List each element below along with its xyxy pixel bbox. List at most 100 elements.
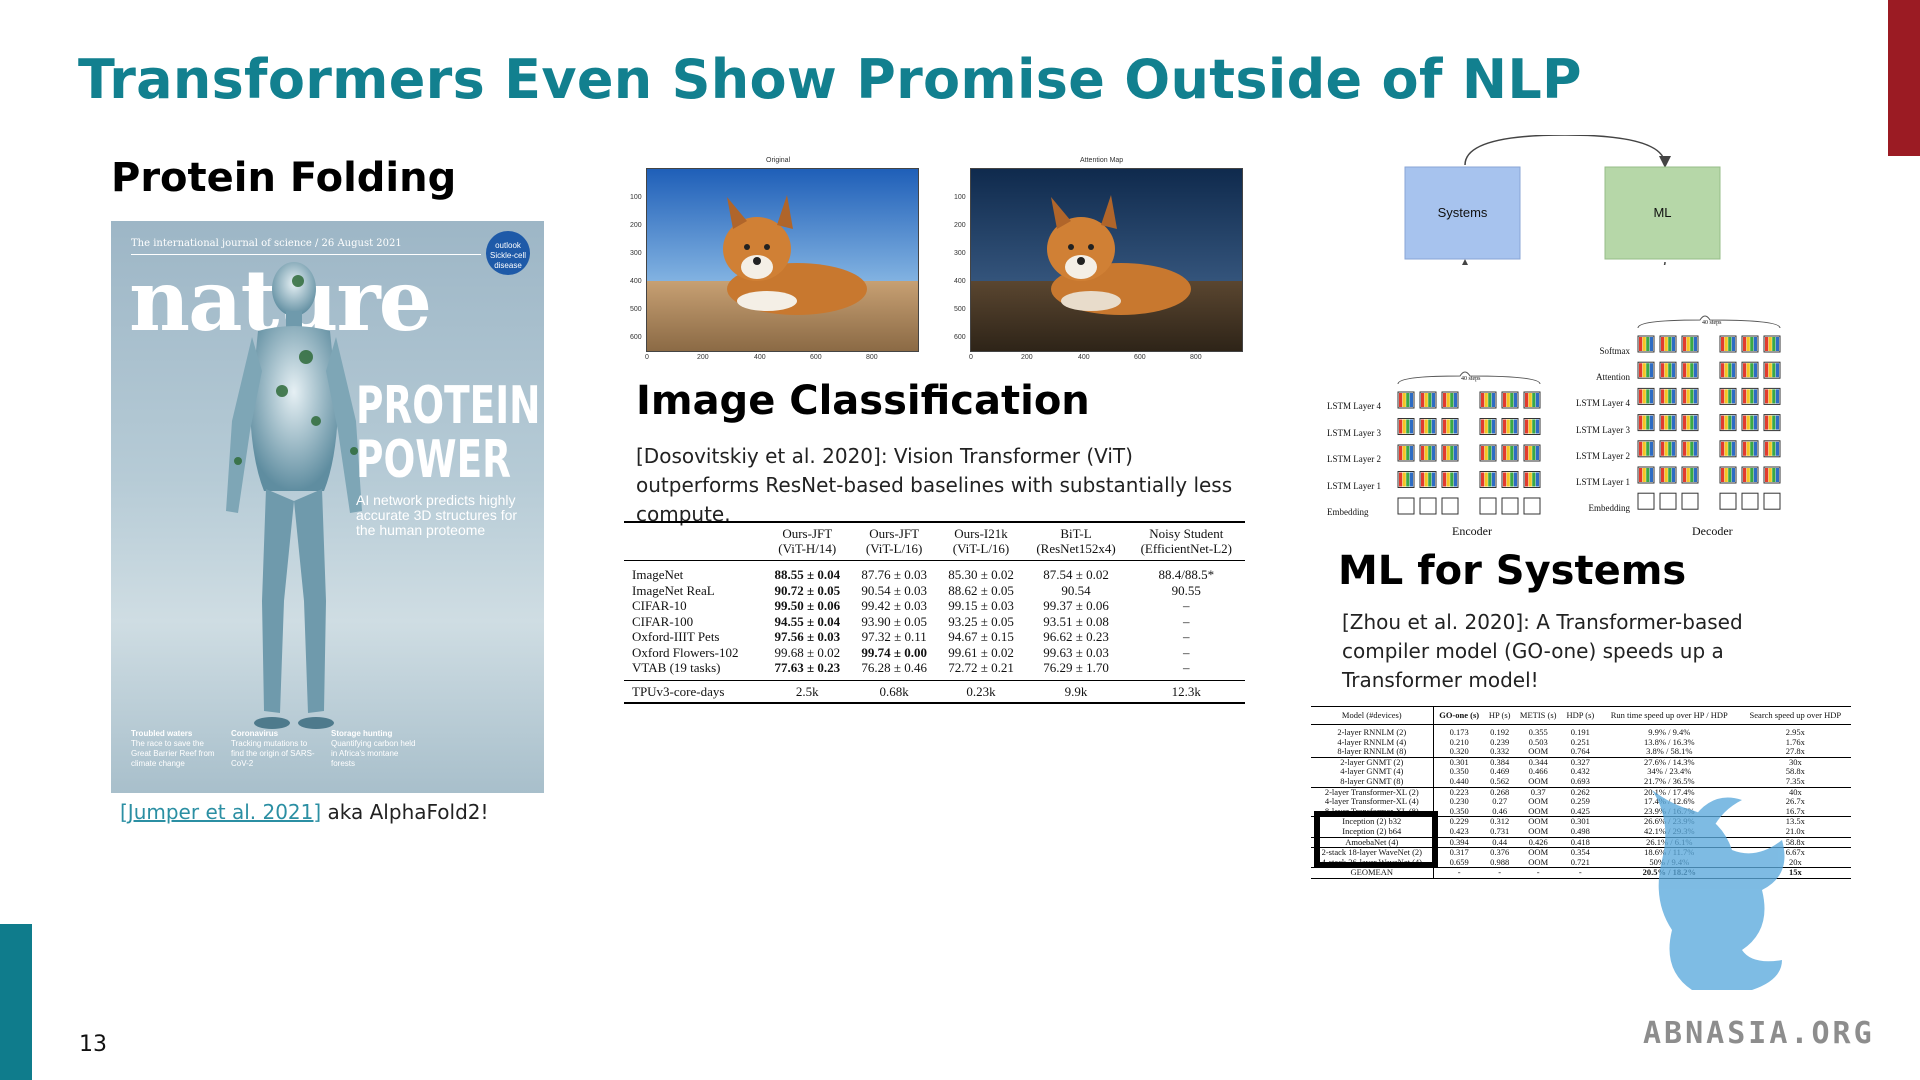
table-cell: 8-layer GNMT (8) xyxy=(1311,776,1434,788)
table-cell: 0.317 xyxy=(1433,847,1485,858)
table-cell: 0.466 xyxy=(1528,766,1548,777)
decoder-layer-label: Embedding xyxy=(1588,503,1631,514)
table-cell: 99.68 ± 0.02 xyxy=(774,644,841,660)
lstm-cell xyxy=(1719,335,1737,353)
table-cell: 99.50 ± 0.06 xyxy=(774,598,841,613)
table-cell: 0.327 xyxy=(1561,756,1599,768)
lstm-cell xyxy=(1637,466,1655,484)
x-tick: 800 xyxy=(866,354,878,361)
table-cell: 76.28 ± 0.46 xyxy=(861,660,927,675)
table-cell: 0.259 xyxy=(1570,796,1590,807)
embedding-cell xyxy=(1637,492,1655,510)
lstm-cell xyxy=(1637,414,1655,432)
encoder-layer-labels: LSTM Layer 4 LSTM Layer 3 LSTM Layer 2 L… xyxy=(1327,393,1381,526)
table-cell: 0.320 xyxy=(1449,746,1469,757)
encoder-steps-brace xyxy=(1397,371,1541,385)
decoder-layer-label: Softmax xyxy=(1599,346,1631,356)
table-cell: 0.693 xyxy=(1570,775,1590,786)
lstm-cell xyxy=(1501,391,1519,409)
table-header-cell: METIS (s) xyxy=(1514,706,1562,725)
lstm-cell xyxy=(1419,471,1437,488)
lstm-cell xyxy=(1523,444,1541,462)
table-cell: - xyxy=(1514,867,1562,879)
table-header-cell: Model (#devices) xyxy=(1311,706,1434,725)
table-header-cell: Ours-JFT (ViT-L/16) xyxy=(850,522,938,561)
table-cell: 0.251 xyxy=(1570,736,1590,747)
ml-box-label: ML xyxy=(1653,205,1672,220)
cover-footer-text: Quantifying carbon held in Africa's mont… xyxy=(331,739,416,768)
lstm-cell xyxy=(1523,471,1541,488)
table-cell: 12.3k xyxy=(1127,679,1245,703)
systems-ml-cycle-diagram xyxy=(1404,135,1721,265)
table-cell: 2-layer Transformer-XL (2) xyxy=(1311,786,1434,798)
table-cell: 0.498 xyxy=(1570,825,1590,836)
table-cell: 0.562 xyxy=(1490,775,1510,786)
cover-footer-title: Troubled waters xyxy=(131,729,193,738)
table-cell: – xyxy=(1183,660,1190,675)
y-tick: 500 xyxy=(954,306,966,313)
embedding-cell xyxy=(1523,497,1541,515)
table-cell: 0.301 xyxy=(1561,816,1599,827)
table-row: Oxford Flowers-102 99.68 ± 0.02 99.74 ± 0.… xyxy=(624,645,1245,661)
lstm-cell xyxy=(1501,444,1519,462)
lstm-cell xyxy=(1479,418,1497,435)
lstm-cell xyxy=(1501,418,1519,435)
table-cell: 90.72 ± 0.05 xyxy=(774,582,841,598)
table-row: VTAB (19 tasks) 77.63 ± 0.23 76.28 ± 0.46 7… xyxy=(624,660,1245,680)
table-cell: 90.54 xyxy=(1061,582,1091,598)
lstm-cell xyxy=(1763,335,1781,353)
x-tick: 400 xyxy=(1078,354,1090,361)
encoder-layer-label: LSTM Layer 2 xyxy=(1327,454,1381,464)
table-cell: 0.344 xyxy=(1514,756,1562,768)
cover-footer-item: Storage hunting Quantifying carbon held … xyxy=(331,729,421,769)
decoder-layer-label: LSTM Layer 1 xyxy=(1576,477,1630,488)
table-row: ImageNet ReaL 90.72 ± 0.05 90.54 ± 0.03 88.… xyxy=(624,583,1245,599)
row-label: ImageNet ReaL xyxy=(632,582,715,598)
cover-badge: outlook Sickle-cell disease xyxy=(486,231,530,275)
column-subname: (ViT-L/16) xyxy=(952,541,1010,556)
lstm-cell xyxy=(1419,444,1437,462)
watermark-text: ABNASIA.ORG xyxy=(1643,1016,1875,1051)
lstm-cell xyxy=(1659,335,1677,353)
embedding-cell xyxy=(1419,497,1437,515)
table-cell: 0.355 xyxy=(1528,727,1548,737)
table-cell: 0.173 xyxy=(1449,727,1469,737)
table-cell: 72.72 ± 0.21 xyxy=(948,660,1014,675)
table-cell: 0.210 xyxy=(1449,736,1469,747)
embedding-cell xyxy=(1479,497,1497,515)
jumper-citation-link[interactable]: [Jumper et al. 2021] xyxy=(120,800,322,824)
table-footer-row: TPUv3-core-days 2.5k 0.68k 0.23k 9.9k 12… xyxy=(624,679,1245,703)
table-header-row: Model (#devices) GO-one (s) HP (s) METIS… xyxy=(1311,706,1851,725)
table-cell: 87.76 ± 0.03 xyxy=(861,567,927,582)
table-row: ImageNet 88.55 ± 0.04 87.76 ± 0.03 85.30 ± … xyxy=(624,561,1245,583)
table-cell: 0.418 xyxy=(1561,836,1599,848)
lstm-cell xyxy=(1719,387,1737,405)
table-cell: 97.32 ± 0.11 xyxy=(861,629,927,644)
table-cell: 99.15 ± 0.03 xyxy=(948,598,1014,613)
lstm-cell xyxy=(1479,471,1497,488)
table-cell: 58.8x xyxy=(1785,766,1805,777)
table-cell: 85.30 ± 0.02 xyxy=(948,567,1014,582)
table-cell: 20x xyxy=(1788,856,1802,867)
table-cell: 0.425 xyxy=(1570,805,1590,816)
lstm-cell xyxy=(1397,418,1415,435)
x-tick: 800 xyxy=(1190,354,1202,361)
table-header-cell: Run time speed up over HP / HDP xyxy=(1598,706,1740,725)
lstm-cell xyxy=(1681,414,1699,432)
table-header-cell: HDP (s) xyxy=(1561,706,1599,725)
lstm-seq2seq-diagram xyxy=(1397,315,1781,515)
decoder-layer-label: LSTM Layer 3 xyxy=(1576,424,1630,435)
lstm-cell xyxy=(1741,440,1759,458)
lstm-cell xyxy=(1637,387,1655,405)
table-cell: – xyxy=(1183,629,1190,644)
accent-bar-left xyxy=(0,924,32,1080)
table-cell: 0.721 xyxy=(1570,856,1590,867)
table-header-cell: Ours-I21k (ViT-L/16) xyxy=(937,522,1025,561)
table-cell: 0.432 xyxy=(1570,766,1590,777)
encoder-layer-label: LSTM Layer 3 xyxy=(1327,427,1381,438)
cover-footer-title: Coronavirus xyxy=(231,729,279,738)
table-cell: 96.62 ± 0.23 xyxy=(1043,629,1109,644)
table-cell: OOM xyxy=(1514,847,1562,858)
table-cell: 0.262 xyxy=(1561,786,1599,798)
table-cell: 0.426 xyxy=(1514,836,1562,848)
